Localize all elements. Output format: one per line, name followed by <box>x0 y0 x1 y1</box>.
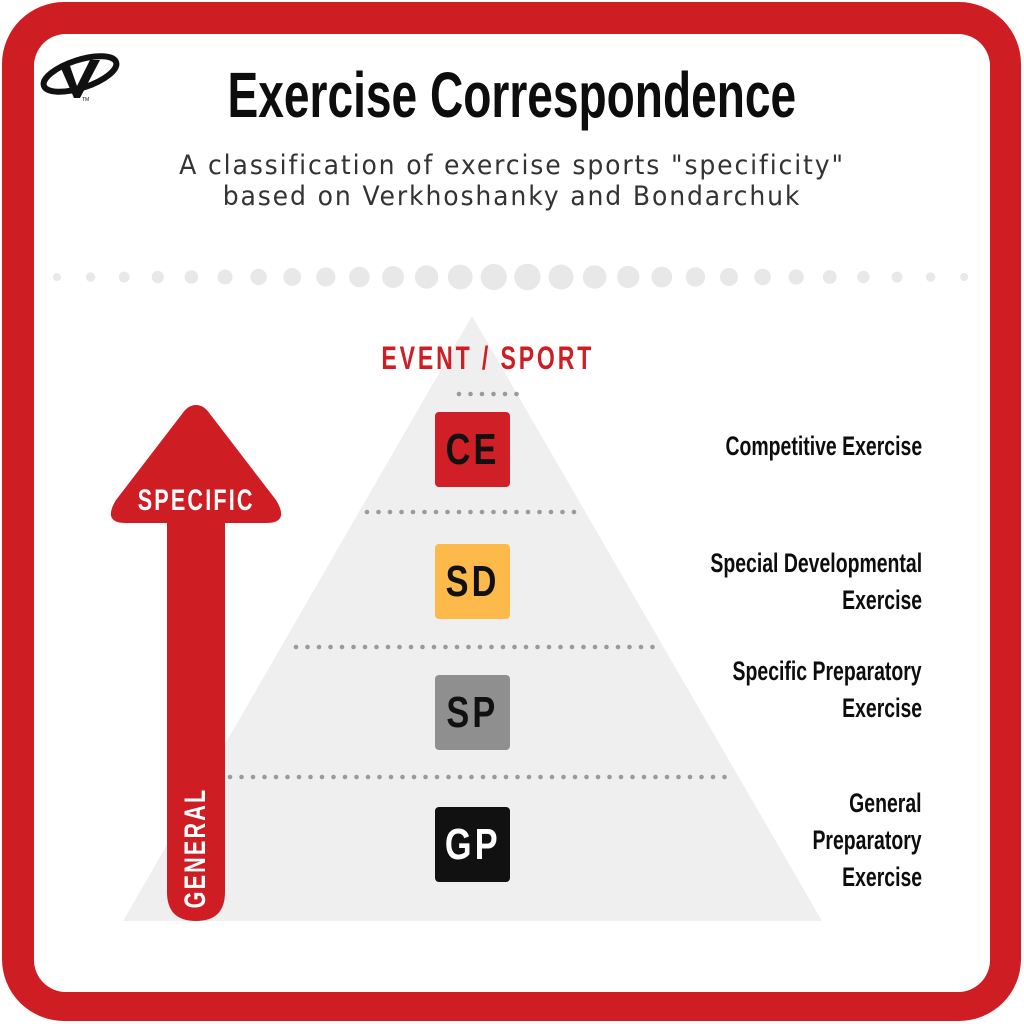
level-name-line: Preparatory <box>812 825 922 855</box>
level-name-sd: Special Developmental Exercise <box>628 545 922 619</box>
subtitle: A classification of exercise sports "spe… <box>0 150 1024 212</box>
level-box-gp: GP <box>435 807 510 882</box>
subtitle-line-1: A classification of exercise sports "spe… <box>179 150 845 181</box>
v-swoosh-logo-icon: TM <box>40 53 120 103</box>
level-code: GP <box>444 819 501 869</box>
title-text: Exercise Correspondence <box>227 59 797 131</box>
specific-general-arrow-icon <box>110 405 282 921</box>
level-name-line: Specific Preparatory <box>732 656 922 686</box>
general-label: GENERAL <box>179 787 212 909</box>
level-name-gp: General Preparatory Exercise <box>770 785 922 896</box>
level-box-ce: CE <box>435 412 510 487</box>
specific-label: SPECIFIC <box>137 484 255 517</box>
level-name-line: Exercise <box>842 862 922 892</box>
page-title: Exercise Correspondence <box>0 58 1024 132</box>
level-code: SD <box>445 556 500 606</box>
level-code: CE <box>445 424 500 474</box>
decorative-dot-row <box>53 263 969 291</box>
level-name-ce: Competitive Exercise <box>649 428 922 465</box>
arrow-top-label: SPECIFIC <box>110 484 282 518</box>
level-box-sd: SD <box>435 544 510 619</box>
apex-label: EVENT / SPORT <box>340 340 608 377</box>
level-name-line: General <box>849 788 922 818</box>
event-sport-label: EVENT / SPORT <box>381 340 595 376</box>
svg-text:TM: TM <box>82 97 89 103</box>
level-box-sp: SP <box>435 675 510 750</box>
level-name-line: Exercise <box>842 693 922 723</box>
level-name-line: Competitive Exercise <box>725 431 922 461</box>
level-code: SP <box>446 687 499 737</box>
level-name-line: Exercise <box>842 585 922 615</box>
pyramid-dividers <box>227 391 727 780</box>
level-name-sp: Specific Preparatory Exercise <box>659 653 922 727</box>
subtitle-line-2: based on Verkhoshanky and Bondarchuk <box>222 181 802 212</box>
level-name-line: Special Developmental <box>710 548 922 578</box>
